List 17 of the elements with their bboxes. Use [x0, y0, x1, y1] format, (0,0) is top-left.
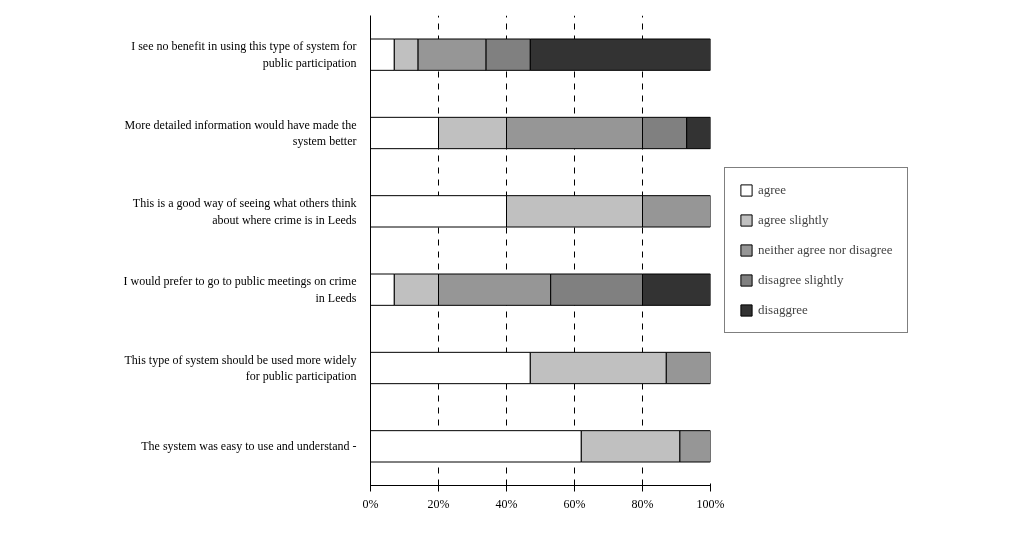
y-tick-label: I would prefer to go to public meetings on crime in Leeds	[123, 274, 357, 306]
legend-label: disaggree	[758, 302, 808, 318]
y-tick-label: This type of system should be used more widely for public participation	[124, 352, 357, 384]
y-tick-label: I see no benefit in using this type of system for public participation	[131, 39, 357, 71]
x-tick-label: 0%	[362, 496, 379, 511]
y-tick-label: This is a good way of seeing what others think about where crime is in Leeds	[132, 195, 357, 227]
x-tick-label: 40%	[495, 496, 518, 511]
y-tick-label: More detailed information would have made the system better	[124, 117, 357, 149]
x-tick-label: 20%	[427, 496, 450, 511]
legend-label: agree slightly	[758, 212, 829, 228]
legend-label: agree	[758, 182, 787, 198]
x-tick-label: 100%	[696, 496, 725, 511]
y-tick-label: The system was easy to use and understand -	[141, 439, 357, 454]
legend-label: disagree slightly	[758, 272, 844, 288]
legend-label: neither agree nor disagree	[758, 242, 893, 258]
x-tick-label: 80%	[631, 496, 654, 511]
x-tick-label: 60%	[563, 496, 586, 511]
